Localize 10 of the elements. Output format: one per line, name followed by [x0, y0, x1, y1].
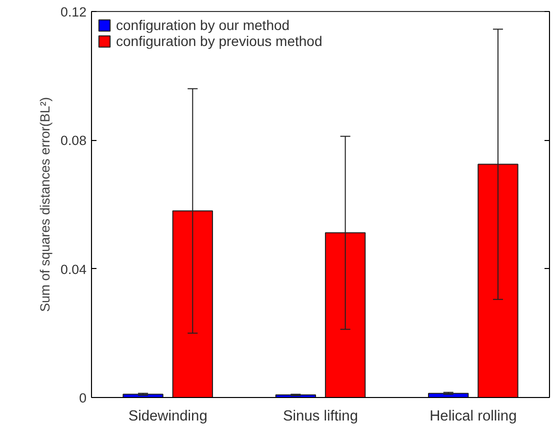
x-tick-label: Sidewinding: [128, 408, 208, 424]
y-tick-label: 0.04: [60, 262, 88, 277]
y-tick-label: 0.12: [60, 4, 87, 20]
legend-label: configuration by previous method: [116, 33, 322, 49]
x-tick-label: Helical rolling: [430, 408, 517, 424]
legend-label: configuration by our method: [116, 17, 290, 33]
x-tick-label: Sinus lifting: [283, 408, 358, 424]
y-tick-label: 0: [79, 390, 87, 406]
y-axis-title: Sum of squares distances error(BL²): [38, 97, 53, 312]
y-tick-label: 0.08: [60, 133, 87, 148]
